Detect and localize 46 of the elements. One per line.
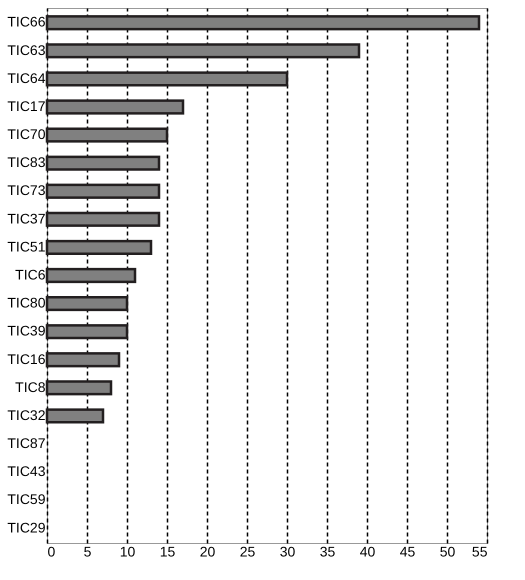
bar bbox=[46, 408, 104, 424]
y-tick-label: TIC29 bbox=[7, 519, 46, 536]
y-tick-label: TIC70 bbox=[7, 126, 46, 142]
y-tick-label: TIC8 bbox=[15, 378, 46, 395]
y-tick-label: TIC32 bbox=[7, 406, 46, 423]
y-tick-label: TIC37 bbox=[7, 210, 46, 226]
y-tick-label: TIC16 bbox=[7, 350, 46, 367]
y-tick-label: TIC59 bbox=[7, 491, 46, 508]
y-tick-label: TIC80 bbox=[7, 294, 46, 311]
bar bbox=[46, 240, 152, 255]
x-tick-label: 25 bbox=[240, 544, 256, 560]
bar bbox=[46, 15, 480, 30]
bar bbox=[46, 324, 128, 340]
y-tick-label: TIC66 bbox=[7, 14, 46, 30]
y-tick-label: TIC83 bbox=[7, 154, 46, 170]
bar bbox=[46, 296, 128, 312]
x-tick-label: 40 bbox=[360, 544, 376, 560]
y-tick-label: TIC17 bbox=[7, 98, 46, 114]
y-tick-label: TIC6 bbox=[15, 266, 46, 282]
bar bbox=[46, 380, 112, 396]
x-tick-label: 0 bbox=[48, 544, 56, 560]
x-tick-label: 10 bbox=[120, 544, 136, 560]
bar bbox=[46, 268, 136, 284]
x-tick-label: 20 bbox=[200, 544, 216, 560]
y-tick-label: TIC87 bbox=[7, 435, 46, 452]
bar bbox=[46, 352, 120, 368]
y-tick-label: TIC73 bbox=[7, 182, 46, 198]
y-tick-label: TIC63 bbox=[7, 42, 46, 58]
bar bbox=[46, 212, 160, 227]
x-tick-label: 45 bbox=[400, 544, 416, 560]
x-tick-label: 15 bbox=[160, 544, 176, 560]
y-tick-label: TIC39 bbox=[7, 322, 46, 339]
bar bbox=[46, 184, 160, 199]
y-tick-label: TIC64 bbox=[7, 70, 46, 86]
y-tick-label: TIC43 bbox=[7, 463, 46, 480]
bar bbox=[46, 128, 168, 143]
bar bbox=[46, 156, 160, 171]
x-tick-label: 35 bbox=[320, 544, 336, 560]
y-tick-label: TIC51 bbox=[7, 238, 46, 254]
x-tick-label: 50 bbox=[440, 544, 456, 560]
x-tick-label: 30 bbox=[280, 544, 296, 560]
bar bbox=[46, 71, 288, 86]
bar bbox=[46, 43, 360, 58]
bar bbox=[46, 99, 184, 115]
x-tick-label: 55 bbox=[472, 544, 488, 560]
x-tick-label: 5 bbox=[84, 544, 92, 560]
